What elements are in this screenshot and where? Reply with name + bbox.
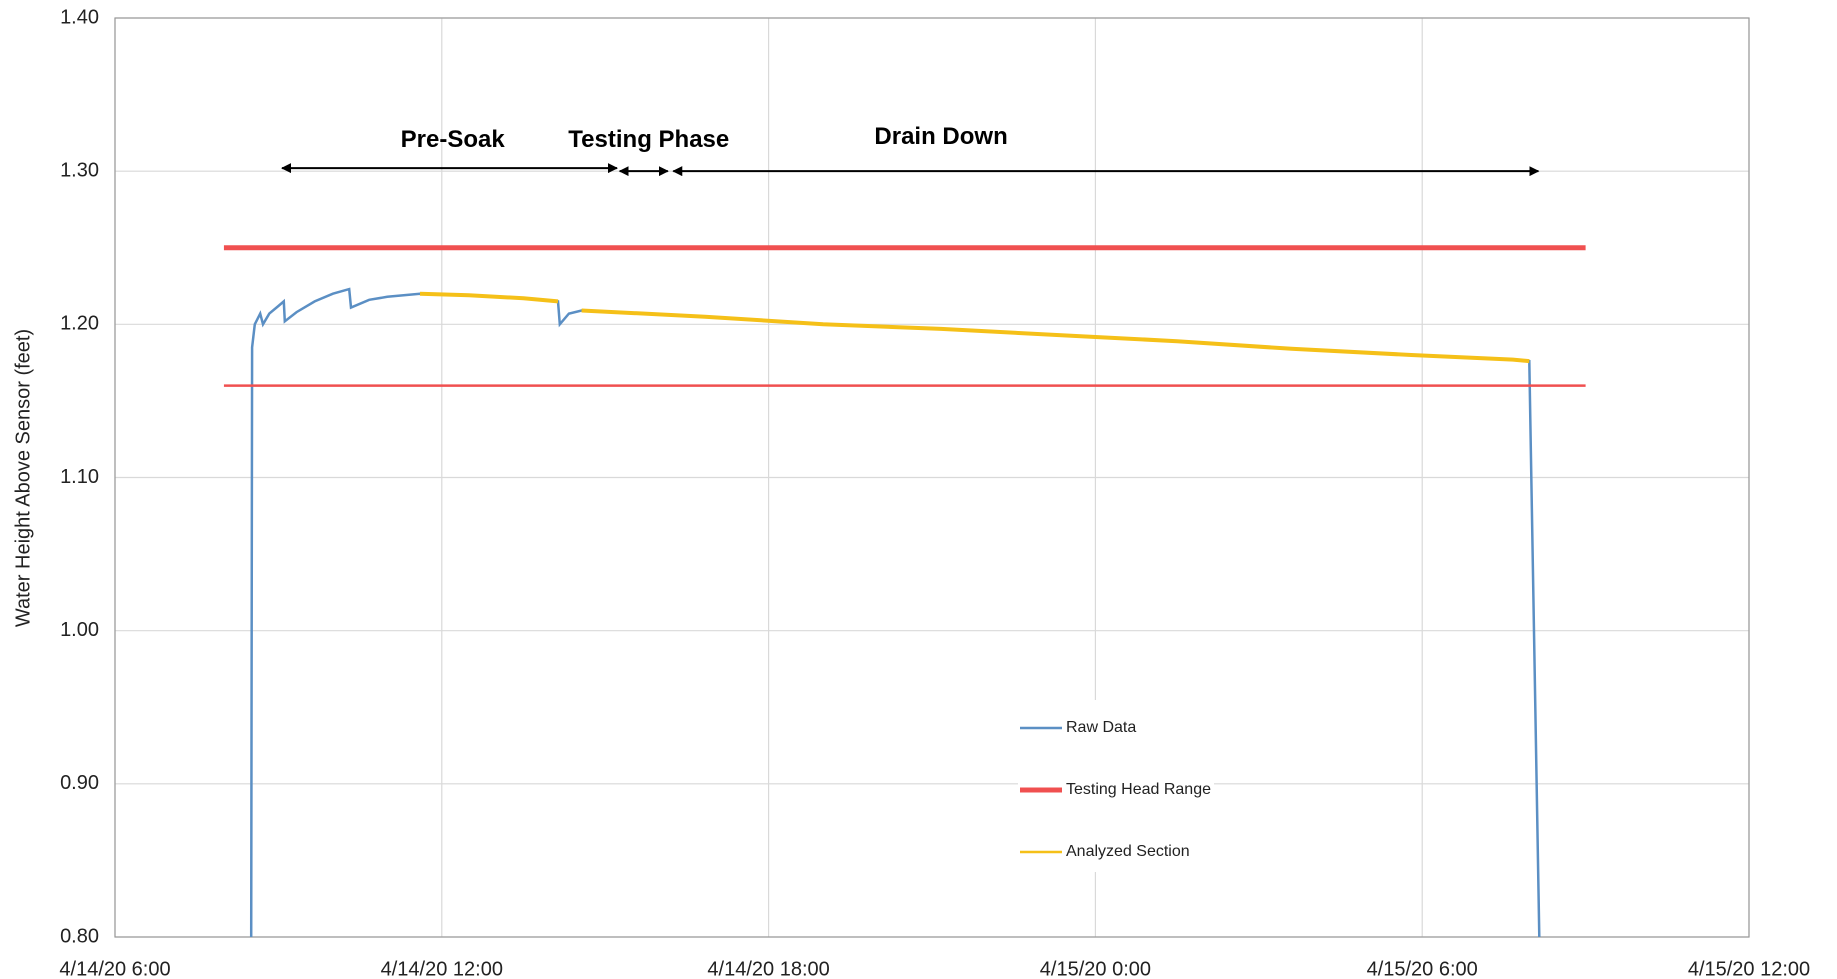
y-tick-label: 1.30 [60,159,99,181]
y-tick-label: 0.90 [60,772,99,794]
y-axis-label: Water Height Above Sensor (feet) [12,329,34,627]
x-tick-label: 4/15/20 0:00 [1040,958,1151,979]
annotation: Drain Down [874,123,1007,150]
y-tick-label: 1.20 [60,313,99,335]
annotation: Pre-Soak [401,126,506,153]
y-tick-label: 0.80 [60,925,99,947]
series-line [581,308,1530,364]
legend-label: Testing Head Range [1066,781,1211,798]
y-tick-label: 1.00 [60,619,99,641]
x-tick-label: 4/15/20 12:00 [1688,958,1810,979]
legend-label: Analyzed Section [1066,843,1190,860]
y-tick-label: 1.40 [60,6,99,28]
x-tick-label: 4/14/20 12:00 [381,958,503,979]
legend-label: Raw Data [1066,719,1136,736]
annotation: Testing Phase [568,126,729,153]
x-tick-label: 4/14/20 18:00 [707,958,829,979]
x-tick-label: 4/15/20 6:00 [1367,958,1478,979]
plot-border [114,17,1750,938]
y-tick-label: 1.10 [60,466,99,488]
series-line [419,291,559,304]
x-tick-label: 4/14/20 6:00 [59,958,170,979]
